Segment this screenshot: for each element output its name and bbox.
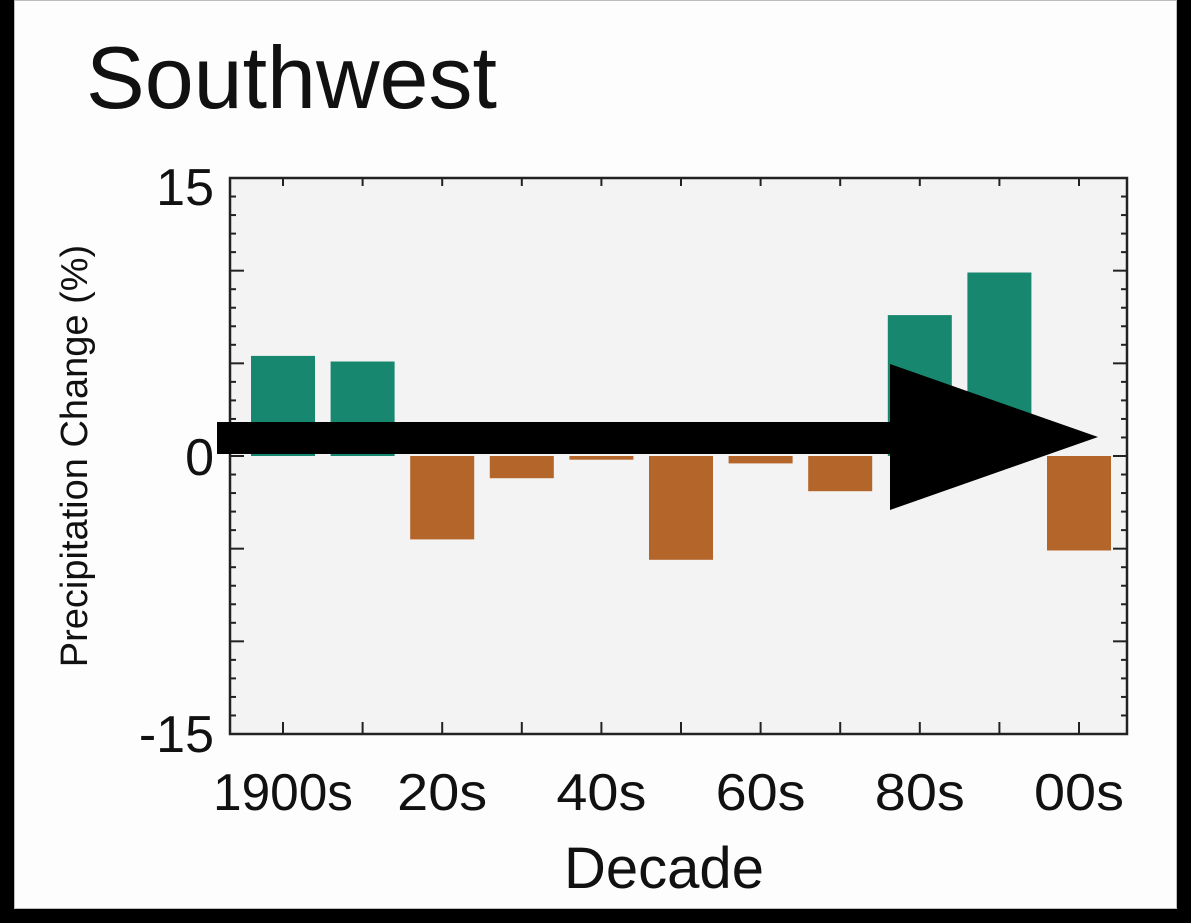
plot-frame	[228, 176, 1129, 736]
chart-title: Southwest	[86, 28, 497, 127]
x-tick-label: 1900s	[213, 764, 353, 822]
x-tick-label: 60s	[716, 764, 806, 822]
bar-1960s	[728, 456, 793, 464]
bar-1920s	[410, 456, 475, 540]
x-tick-label: 00s	[1034, 764, 1124, 822]
bar-1970s	[808, 456, 873, 492]
y-tick-label-bottom: -15	[139, 706, 214, 764]
x-tick-label: 80s	[875, 764, 965, 822]
y-tick-label-top: 15	[156, 159, 214, 217]
annotation-arrow	[217, 364, 1098, 510]
arrow-head	[890, 364, 1098, 510]
y-tick-label-zero: 0	[185, 429, 214, 487]
bar-1940s	[569, 456, 634, 460]
y-axis-label: Precipitation Change (%)	[54, 245, 96, 667]
bar-1930s	[489, 456, 554, 479]
arrow-shaft	[217, 422, 917, 454]
bar-1950s	[649, 456, 713, 560]
x-tick-labels: 1900s 20s 40s 60s 80s 00s	[213, 764, 1124, 822]
x-tick-label: 40s	[556, 764, 646, 822]
x-tick-label: 20s	[397, 764, 487, 822]
bar-2000s	[1047, 456, 1111, 551]
x-axis-label: Decade	[564, 836, 764, 901]
